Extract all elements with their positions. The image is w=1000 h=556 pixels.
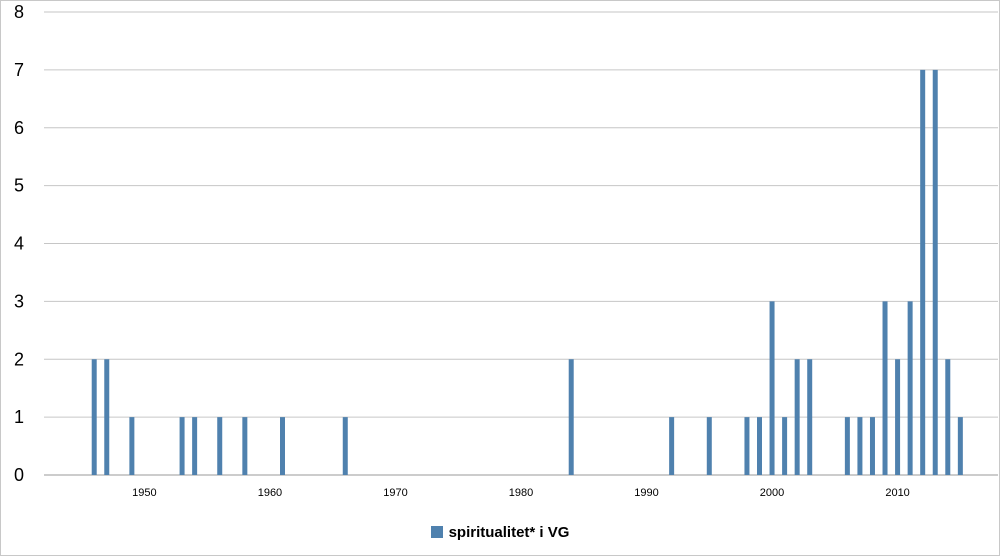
bar <box>192 417 198 475</box>
bar <box>280 417 285 475</box>
y-tick-label: 5 <box>14 176 24 196</box>
bar <box>769 301 775 475</box>
bar-chart: 0 1 2 3 4 5 6 7 8 1950 1960 1970 1980 1990 2000 2010 <box>14 2 998 499</box>
y-tick-label: 8 <box>14 2 24 22</box>
bar <box>882 301 888 475</box>
bar <box>782 417 788 475</box>
bar <box>91 359 97 475</box>
x-tick-label: 1950 <box>132 487 156 499</box>
bar <box>217 417 223 475</box>
y-tick-label: 2 <box>14 349 24 369</box>
bar <box>179 417 185 475</box>
bar <box>568 359 574 475</box>
bar <box>844 417 850 475</box>
bar <box>807 359 813 475</box>
bar <box>907 301 913 475</box>
bar <box>757 417 762 475</box>
bar <box>857 417 863 475</box>
x-tick-label: 1980 <box>509 487 533 499</box>
bar <box>794 359 800 475</box>
bar <box>104 359 110 475</box>
bar <box>669 417 675 475</box>
x-tick-label: 2000 <box>760 487 784 499</box>
bar <box>895 359 901 475</box>
x-axis-ticks: 1950 1960 1970 1980 1990 2000 2010 <box>132 487 910 499</box>
x-tick-label: 1990 <box>634 487 658 499</box>
legend-swatch <box>430 526 443 538</box>
y-axis-ticks: 0 1 2 3 4 5 6 7 8 <box>14 2 24 485</box>
y-tick-label: 4 <box>14 234 24 254</box>
y-tick-label: 7 <box>14 60 24 80</box>
y-tick-label: 1 <box>14 407 24 427</box>
bar <box>945 359 951 475</box>
y-tick-label: 3 <box>14 291 24 311</box>
bar <box>932 69 938 475</box>
bar <box>342 417 348 475</box>
bar <box>744 417 750 475</box>
legend-label: spiritualitet* i VG <box>448 524 570 541</box>
bar <box>869 417 875 475</box>
y-tick-label: 6 <box>14 118 24 138</box>
x-tick-label: 1970 <box>383 487 407 499</box>
bar <box>129 417 135 475</box>
x-tick-label: 1960 <box>258 487 282 499</box>
y-tick-label: 0 <box>14 465 24 485</box>
bars <box>91 69 963 475</box>
bar <box>920 69 926 475</box>
x-tick-label: 2010 <box>885 487 909 499</box>
legend: spiritualitet* i VG <box>0 524 1000 541</box>
bar <box>242 417 248 475</box>
bar <box>957 417 963 475</box>
gridlines <box>44 11 998 476</box>
bar <box>706 417 712 475</box>
